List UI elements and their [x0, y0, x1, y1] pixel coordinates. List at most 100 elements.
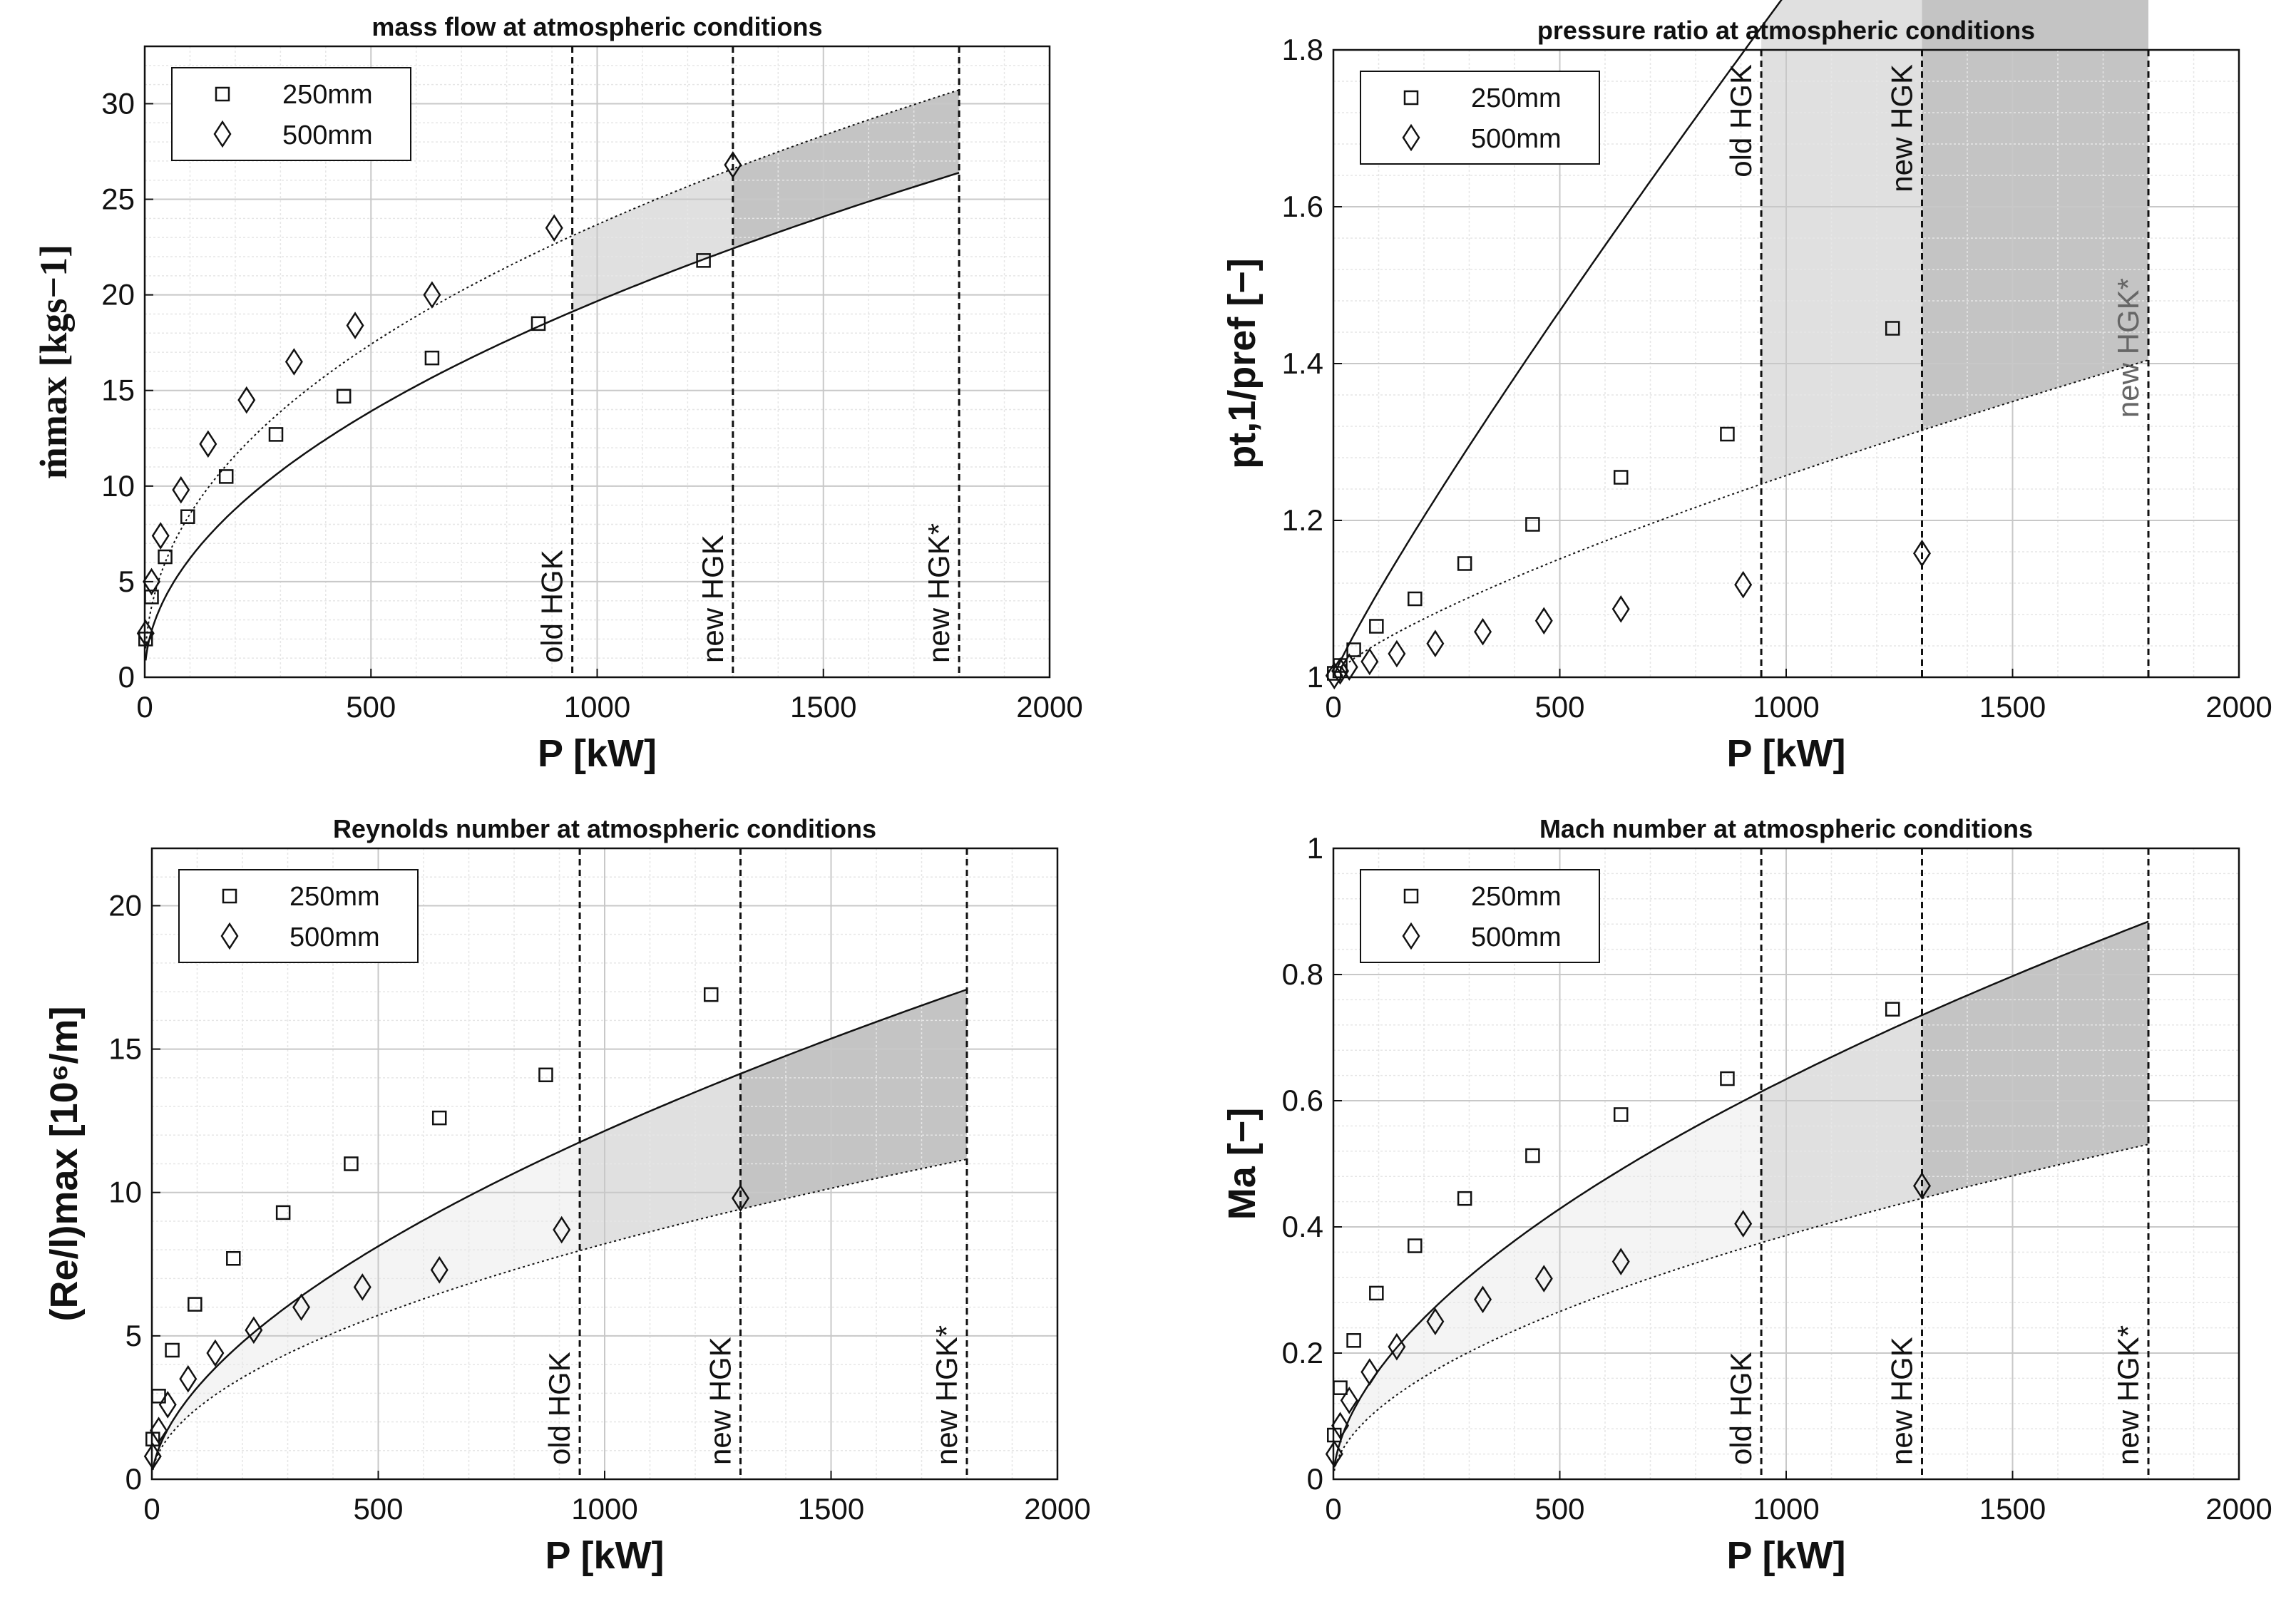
x-tick-label: 1000 [1753, 1492, 1819, 1526]
point-square [1613, 1107, 1629, 1122]
y-tick-label: 10 [101, 469, 135, 503]
chart-pressure: old HGK new HGK new HGK* 0 500 1000 1500 2000 1 1… [1221, 0, 2272, 775]
legend-label-500mm: 500mm [1471, 124, 1562, 154]
point-diamond [1611, 1248, 1630, 1275]
point-diamond [172, 475, 190, 504]
y-axis-label: pt,1/pref [−] [1221, 258, 1264, 469]
point-square [431, 1110, 447, 1126]
x-tick-label: 1500 [798, 1492, 864, 1526]
vline-label-1: new HGK [696, 535, 729, 663]
x-axis-label: P [kW] [538, 732, 657, 775]
point-diamond [285, 348, 303, 376]
x-tick-label: 1000 [564, 690, 630, 724]
point-diamond [199, 430, 217, 458]
legend-square-icon [1403, 888, 1419, 904]
point-diamond [136, 620, 155, 647]
point-square [538, 1067, 553, 1083]
x-tick-label: 2000 [2205, 1492, 2272, 1526]
y-tick-label: 15 [101, 374, 135, 407]
point-square [165, 1342, 180, 1358]
point-square [344, 1156, 359, 1171]
x-tick-label: 500 [1534, 1492, 1584, 1526]
point-square [275, 1205, 291, 1220]
x-tick-label: 0 [136, 690, 153, 724]
legend-label-250mm: 250mm [1471, 882, 1562, 912]
point-square [1885, 321, 1900, 336]
chart-mach: old HGK new HGK new HGK* 0 500 1000 1500 2000 0 0… [1221, 814, 2272, 1577]
y-tick-label: 1.4 [1282, 346, 1323, 380]
point-square [180, 509, 195, 524]
point-square [1369, 619, 1384, 634]
point-diamond [1611, 595, 1630, 623]
legend-square-icon [1403, 90, 1419, 106]
shaded-region-mid [580, 1074, 741, 1251]
point-diamond [1360, 647, 1379, 676]
y-tick-label: 0 [1307, 1462, 1323, 1496]
point-diamond [206, 1339, 225, 1367]
point-diamond [1340, 1387, 1358, 1414]
point-square [336, 389, 352, 404]
point-diamond [1331, 657, 1350, 685]
shaded-region-dark [740, 989, 967, 1210]
point-square [1720, 426, 1735, 442]
point-diamond [151, 522, 170, 550]
legend-label-500mm: 500mm [289, 922, 380, 952]
point-diamond [545, 214, 563, 242]
point-square [1408, 591, 1423, 607]
vline-label-1: new HGK [704, 1337, 737, 1465]
y-tick-label: 20 [101, 278, 135, 312]
point-diamond [1325, 1440, 1343, 1468]
vline-label-0: old HGK [1724, 64, 1758, 178]
point-diamond [1331, 1412, 1350, 1440]
vline-label-2: new HGK* [930, 1325, 963, 1465]
point-diamond [1360, 1358, 1379, 1386]
point-square [1457, 1191, 1472, 1206]
y-tick-label: 1.8 [1282, 33, 1323, 66]
x-axis-label: P [kW] [1726, 732, 1845, 775]
legend-label-500mm: 500mm [1471, 922, 1562, 952]
x-axis-label: P [kW] [545, 1534, 664, 1577]
chart-title: mass flow at atmospheric conditions [371, 12, 822, 41]
point-diamond [1474, 617, 1492, 646]
point-diamond [245, 1316, 263, 1345]
point-diamond [1340, 653, 1358, 682]
y-axis-label: Ma [−] [1221, 1108, 1264, 1220]
legend-box [171, 67, 411, 161]
legend-diamond-icon [1402, 922, 1420, 950]
series-line-square [152, 988, 968, 1470]
vline-label-0: old HGK [535, 550, 569, 663]
point-diamond [423, 281, 441, 309]
point-square [1346, 642, 1361, 657]
vline-label-0: old HGK [543, 1352, 576, 1465]
legend-label-250mm: 250mm [289, 882, 380, 912]
x-tick-label: 2000 [2205, 690, 2272, 724]
y-tick-label: 15 [108, 1032, 142, 1066]
x-tick-label: 500 [353, 1492, 403, 1526]
point-diamond [1388, 639, 1406, 668]
vline-label-2: new HGK* [2111, 1325, 2145, 1465]
x-tick-label: 500 [1534, 690, 1584, 724]
x-tick-label: 1000 [571, 1492, 637, 1526]
legend-square-icon [222, 888, 237, 904]
point-square [703, 987, 719, 1002]
point-square [1720, 1071, 1735, 1086]
vline-label-1: new HGK [1885, 1337, 1919, 1465]
point-square [696, 253, 711, 268]
y-tick-label: 0.6 [1282, 1084, 1323, 1117]
point-square [531, 316, 546, 331]
point-square [1346, 1333, 1361, 1348]
chart-mass: old HGK new HGK new HGK* 0 500 1000 1500 2000 0 5… [32, 12, 1083, 775]
y-tick-label: 30 [101, 86, 135, 120]
point-square [158, 549, 173, 565]
series-line-diamond [145, 89, 960, 649]
point-diamond [553, 1215, 571, 1244]
series-line-diamond [152, 1158, 968, 1471]
x-tick-label: 500 [346, 690, 396, 724]
series-line-square [145, 172, 960, 661]
vline-label-1: new HGK [1885, 64, 1919, 192]
x-tick-label: 2000 [1016, 690, 1082, 724]
legend-label-250mm: 250mm [1471, 83, 1562, 113]
series-line-diamond [1333, 359, 2149, 677]
y-tick-label: 5 [125, 1319, 142, 1352]
